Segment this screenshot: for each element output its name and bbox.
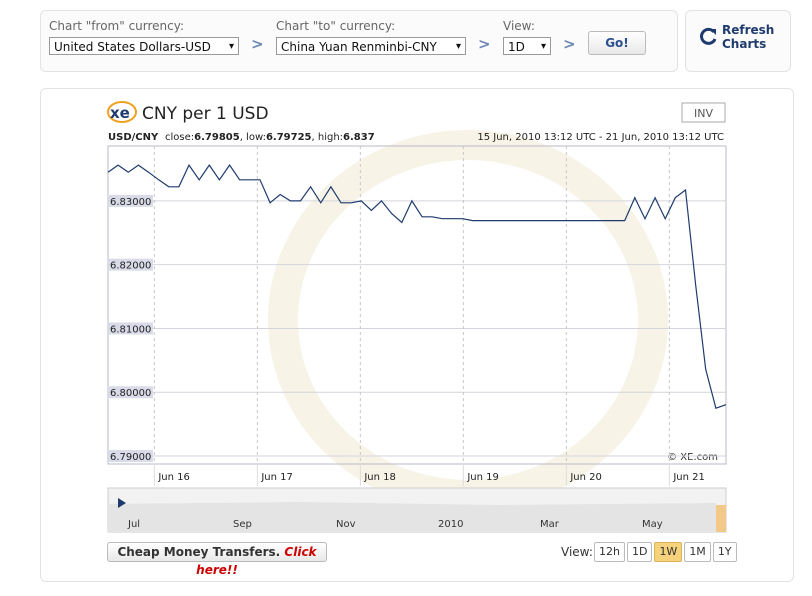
transfer-link[interactable]: Click here!! [196,545,317,577]
x-tick-label: Jun 21 [672,472,705,483]
plot-frame [107,145,727,465]
navigator-label: Nov [336,519,356,530]
y-tick-label: 6.81000 [110,324,151,335]
navigator-window[interactable] [716,505,726,532]
period-button[interactable]: 1Y [712,542,737,562]
separator: > [563,35,576,53]
y-tick-bg [109,194,153,207]
period-button[interactable]: 1M [684,542,711,562]
controls-panel: Chart "from" currency: United States Dol… [40,10,678,72]
summary-value: 6.79725 [266,132,312,143]
navigator-label: Sep [233,519,252,530]
transfer-button[interactable]: Cheap Money Transfers. Click here!! [107,542,327,577]
summary-value: 6.837 [343,132,375,143]
summary-label: close: [165,132,194,143]
refresh-button[interactable]: Refresh Charts [722,23,775,51]
refresh-icon [700,27,717,45]
y-tick-bg [109,450,153,463]
y-tick-bg [109,386,153,399]
summary-value: 6.79805 [194,132,240,143]
summary-sep: , [312,132,318,143]
refresh-panel[interactable]: Refresh Charts [685,10,791,72]
summary-label: high: [318,132,343,143]
inv-button[interactable] [681,102,726,123]
summary-label: low: [246,132,266,143]
view-label: View: [503,19,535,33]
summary: close:6.79805, low:6.79725, high:6.837 [165,132,375,143]
date-range: 15 Jun, 2010 13:12 UTC - 21 Jun, 2010 13… [477,132,724,143]
period-button[interactable]: 12h [594,542,625,562]
inv-label[interactable]: INV [694,107,713,120]
navigator-play[interactable] [118,498,126,508]
view-label: View: [561,545,593,559]
period-button[interactable]: 1W [654,542,683,562]
to-select[interactable]: China Yuan Renminbi-CNY [276,37,466,56]
separator: > [251,35,264,53]
view-select[interactable]: 1D [503,37,551,56]
watermark [268,130,668,510]
y-tick-label: 6.79000 [110,452,151,463]
from-select[interactable]: United States Dollars-USD [49,37,239,56]
from-label: Chart "from" currency: [49,19,185,33]
logo: xe [110,104,130,122]
navigator-label: Mar [540,519,560,530]
period-buttons: 12h 1D 1W 1M 1Y [594,542,739,562]
x-tick-label: Jun 20 [569,472,602,483]
logo-ring [107,101,137,123]
navigator-label: 2010 [438,519,463,530]
separator: > [478,35,491,53]
navigator-area [108,502,716,532]
y-tick-label: 6.83000 [110,197,151,208]
y-tick-label: 6.82000 [110,261,151,272]
go-button[interactable]: Go! [588,31,646,55]
pair: USD/CNY [108,132,159,143]
chart-title: CNY per 1 USD [142,104,269,124]
x-tick-label: Jun 18 [363,472,396,483]
y-tick-bg [109,322,153,335]
summary-sep: , [240,132,246,143]
transfer-text: Cheap Money Transfers. [117,545,281,559]
y-tick-label: 6.80000 [110,388,151,399]
credit: © XE.com [667,452,718,463]
x-tick-label: Jun 16 [157,472,190,483]
navigator-label: Jul [127,519,140,530]
x-tick-label: Jun 17 [260,472,293,483]
x-tick-label: Jun 19 [466,472,499,483]
to-label: Chart "to" currency: [276,19,396,33]
navigator-label: May [642,519,663,530]
y-tick-bg [109,258,153,271]
price-line [107,163,727,409]
period-button[interactable]: 1D [626,542,653,562]
